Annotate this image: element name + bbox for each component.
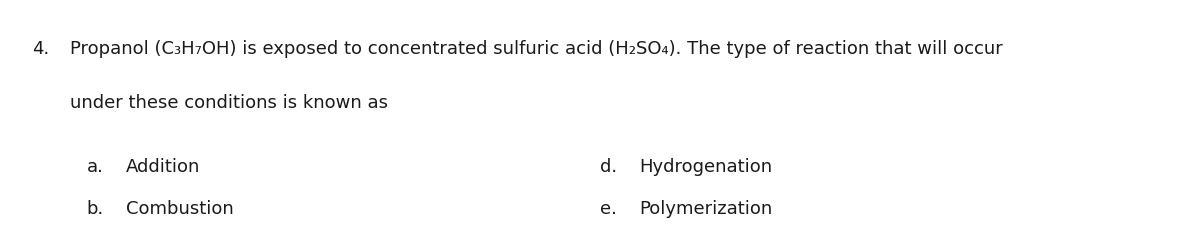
Text: b.: b. [86, 200, 103, 218]
Text: e.: e. [600, 200, 617, 218]
Text: 4.: 4. [32, 40, 49, 58]
Text: Polymerization: Polymerization [640, 200, 773, 218]
Text: Hydrogenation: Hydrogenation [640, 158, 773, 176]
Text: a.: a. [86, 158, 103, 176]
Text: under these conditions is known as: under these conditions is known as [70, 94, 388, 112]
Text: Addition: Addition [126, 158, 200, 176]
Text: d.: d. [600, 158, 617, 176]
Text: Combustion: Combustion [126, 200, 234, 218]
Text: Propanol (C₃H₇OH) is exposed to concentrated sulfuric acid (H₂SO₄). The type of : Propanol (C₃H₇OH) is exposed to concentr… [70, 40, 1002, 58]
